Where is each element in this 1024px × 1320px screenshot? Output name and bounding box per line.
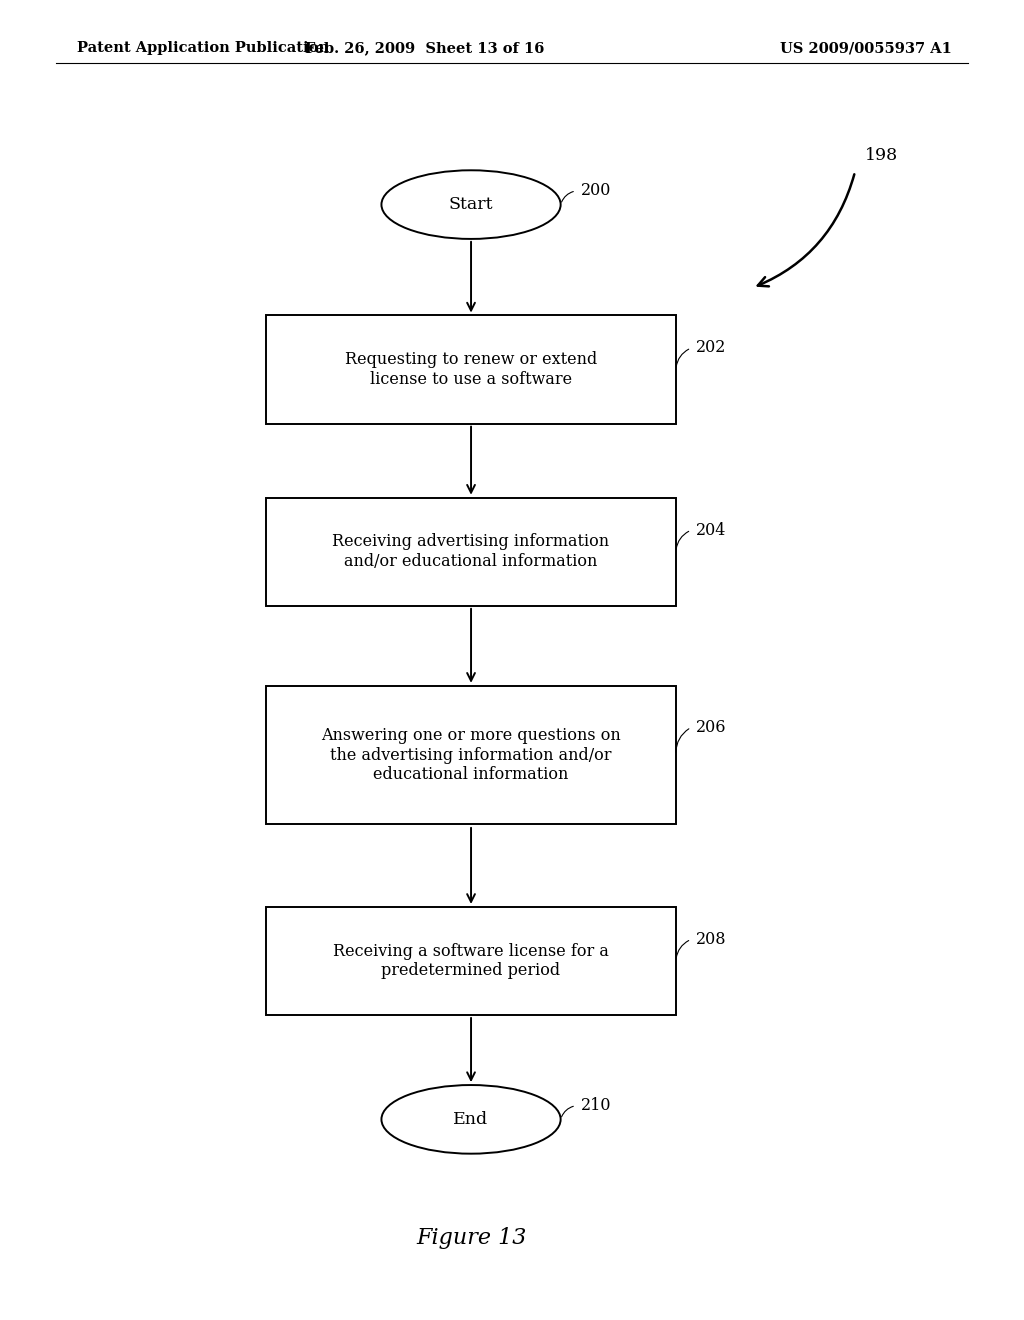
Text: 208: 208 [696,931,727,948]
Bar [266,907,676,1015]
Text: Figure 13: Figure 13 [416,1228,526,1249]
Bar [266,686,676,824]
Text: Patent Application Publication: Patent Application Publication [77,41,329,55]
Text: 204: 204 [696,521,727,539]
Bar [266,315,676,424]
Text: 198: 198 [865,147,898,164]
Text: 202: 202 [696,339,727,356]
Text: Answering one or more questions on
the advertising information and/or
educationa: Answering one or more questions on the a… [322,727,621,783]
Text: 210: 210 [582,1097,611,1114]
Text: Receiving a software license for a
predetermined period: Receiving a software license for a prede… [333,942,609,979]
Ellipse shape [382,170,561,239]
Text: End: End [454,1111,488,1127]
Ellipse shape [382,1085,561,1154]
Text: Requesting to renew or extend
license to use a software: Requesting to renew or extend license to… [345,351,597,388]
Text: Feb. 26, 2009  Sheet 13 of 16: Feb. 26, 2009 Sheet 13 of 16 [305,41,545,55]
Text: Start: Start [449,197,494,213]
Text: 200: 200 [582,182,611,199]
Text: US 2009/0055937 A1: US 2009/0055937 A1 [780,41,952,55]
Bar [266,498,676,606]
Text: Receiving advertising information
and/or educational information: Receiving advertising information and/or… [333,533,609,570]
Text: 206: 206 [696,719,727,735]
